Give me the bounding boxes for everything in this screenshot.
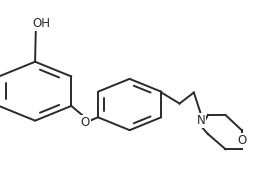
Text: O: O: [237, 134, 246, 147]
Text: N: N: [197, 114, 205, 127]
Text: OH: OH: [33, 17, 51, 30]
Text: O: O: [80, 116, 90, 129]
